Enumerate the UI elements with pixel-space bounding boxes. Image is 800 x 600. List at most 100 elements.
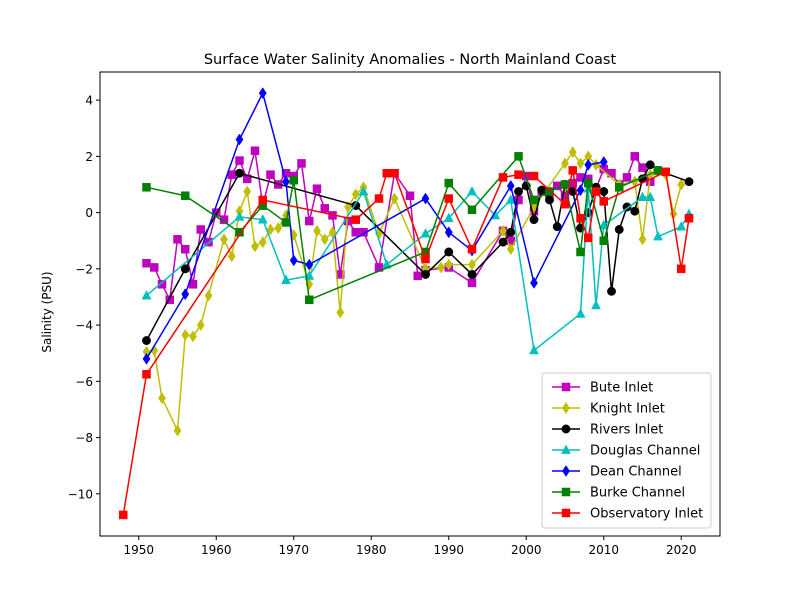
douglas-channel-point [598,219,609,230]
dean-channel-point [235,133,244,146]
observatory-inlet-point [584,233,593,243]
series-knight-inlet [142,146,686,437]
bute-inlet-point [150,263,159,272]
knight-inlet-point [328,226,337,239]
douglas-channel-point [505,194,516,204]
douglas-channel-point [529,344,539,355]
observatory-inlet-point [374,194,384,203]
dean-channel-point [599,156,608,168]
observatory-inlet-point [444,194,453,203]
rivers-inlet-point [599,187,609,196]
dean-channel-point [258,87,267,100]
dean-channel-point [421,192,430,205]
y-tick-label: −6 [75,375,93,389]
douglas-channel-point [676,221,687,231]
x-tick-label: 1980 [356,543,387,557]
douglas-channel-point [637,191,648,201]
rivers-inlet-point [506,227,516,237]
bute-inlet-point [305,216,314,226]
burke-channel-point [560,180,570,189]
chart-title: Surface Water Salinity Anomalies - North… [204,52,617,68]
bute-inlet-point [467,278,477,288]
dean-channel-point [576,184,585,197]
x-tick-label: 1970 [278,543,309,557]
legend-swatch-marker [561,444,571,454]
douglas-channel-line [146,187,690,352]
burke-channel-point [289,176,298,185]
burke-channel-point [444,178,453,188]
burke-channel-point [599,236,608,245]
legend-swatch-marker [562,465,570,477]
dean-channel-point [142,352,151,365]
burke-channel-point [142,183,151,192]
legend: Bute Inlet Knight Inlet Rivers Inlet Dougla… [541,372,712,529]
knight-inlet-point [251,240,259,253]
y-tick-label: −4 [75,319,93,333]
legend-label: Burke Channel [590,486,685,501]
observatory-inlet-point [390,168,399,178]
douglas-channel-point [467,185,477,196]
rivers-inlet-point [537,185,547,195]
series-layer [119,87,694,520]
douglas-channel-point [591,299,601,310]
bute-inlet-point [250,146,260,155]
observatory-inlet-point [142,370,151,379]
knight-inlet-point [336,306,345,319]
dean-channel-point [506,179,515,192]
bute-inlet-point [266,170,275,179]
legend-swatch-marker [561,382,571,392]
knight-inlet-point [173,424,182,437]
bute-inlet-point [638,163,647,172]
y-tick-label: 4 [85,94,93,108]
burke-channel-point [545,187,554,196]
knight-inlet-point [576,157,585,170]
observatory-inlet-point [382,168,391,178]
knight-inlet-point [158,392,166,405]
observatory-inlet-point [684,213,694,223]
burke-channel-point [615,183,624,192]
y-tick-label: 2 [85,150,93,164]
y-axis-title: Salinity (PSU) [40,271,54,352]
observatory-inlet-line [122,169,690,516]
y-tick-label: 0 [85,206,93,220]
knight-inlet-point [227,250,236,263]
rivers-inlet-point [645,160,655,170]
legend-label: Rivers Inlet [590,423,663,438]
burke-channel-point [584,178,593,188]
observatory-inlet-point [591,187,601,196]
bute-inlet-point [622,173,632,182]
knight-inlet-point [390,192,399,205]
bute-inlet-point [165,295,174,305]
knight-inlet-point [320,233,329,246]
x-tick-label: 2020 [666,543,697,557]
knight-inlet-point [638,233,647,246]
observatory-inlet-point [661,167,670,177]
legend-item-rivers-inlet: Rivers Inlet [552,423,663,438]
knight-inlet-point [181,328,190,341]
x-tick-label: 2000 [511,543,542,557]
x-tick-label: 1960 [201,543,232,557]
douglas-channel-point [443,212,454,223]
douglas-channel-point [653,230,663,241]
series-douglas-channel [141,183,694,355]
legend-label: Bute Inlet [590,381,653,396]
bute-inlet-point [227,170,236,179]
observatory-inlet-point [576,213,585,223]
rivers-inlet-point [235,168,244,178]
knight-inlet-point [258,236,267,249]
bute-inlet-point [173,235,182,244]
rivers-inlet-point [630,206,640,216]
burke-channel-point [467,205,477,215]
bute-inlet-point [181,244,190,254]
bute-inlet-point [630,152,639,161]
x-tick-label: 2010 [588,543,619,557]
burke-channel-point [281,218,291,227]
douglas-channel-point [257,214,268,224]
y-tick-label: −10 [68,487,93,501]
dean-channel-point [289,254,298,267]
knight-inlet-point [274,222,283,235]
bute-inlet-point [351,228,360,237]
bute-inlet-point [312,184,322,193]
rivers-inlet-point [421,270,430,279]
